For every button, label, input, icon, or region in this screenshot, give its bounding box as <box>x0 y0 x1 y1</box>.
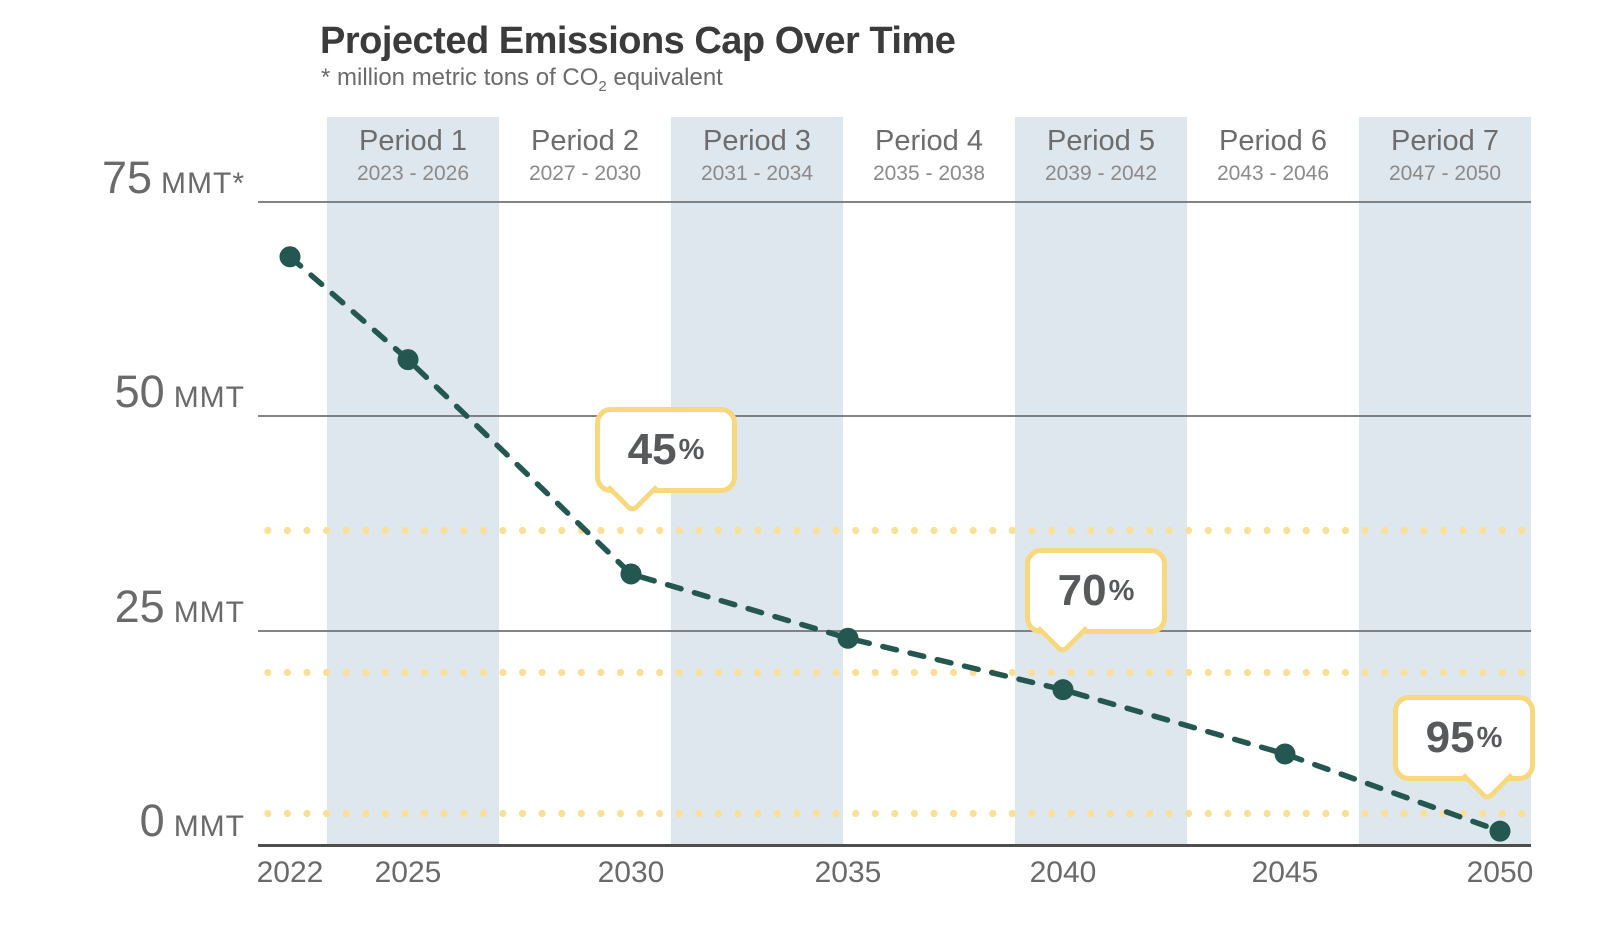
period-band-2: Period 2 2027 - 2030 <box>499 117 671 844</box>
x-axis-label-2045: 2045 <box>1251 856 1319 889</box>
period-label: Period 3 <box>702 125 811 157</box>
y-axis-label-0: 0 MMT <box>140 798 245 843</box>
x-axis-label-2040: 2040 <box>1029 856 1097 889</box>
y-tick-unit: MMT* <box>161 167 245 201</box>
chart-title: Projected Emissions Cap Over Time <box>320 20 956 62</box>
gridline-75 <box>258 201 1531 204</box>
period-label: Period 7 <box>1390 125 1499 157</box>
callout-percent-value: 45 <box>627 425 677 474</box>
subtitle-text: * million metric tons of CO <box>321 64 599 91</box>
chart-subtitle: * million metric tons of CO2 equivalent <box>321 64 723 95</box>
x-axis-label-2030: 2030 <box>597 856 665 889</box>
callout-percent-value: 95 <box>1425 713 1475 762</box>
period-label: Period 2 <box>530 125 639 157</box>
period-label: Period 5 <box>1046 125 1155 157</box>
callout-70pct: 70% <box>1025 548 1167 634</box>
period-years: 2039 - 2042 <box>1044 162 1158 185</box>
y-axis-label-50: 50 MMT <box>115 369 245 414</box>
period-years: 2027 - 2030 <box>528 162 642 185</box>
subtitle-text-tail: equivalent <box>606 64 723 91</box>
x-axis-label-2035: 2035 <box>814 856 882 889</box>
y-axis-label-25: 25 MMT <box>115 584 245 629</box>
period-years: 2035 - 2038 <box>872 162 986 185</box>
callout-45pct: 45% <box>595 407 737 493</box>
callout-percent-sign: % <box>678 433 705 466</box>
period-years: 2043 - 2046 <box>1216 162 1330 185</box>
y-tick-value: 25 <box>114 580 165 632</box>
y-tick-unit: MMT <box>173 595 245 629</box>
y-tick-value: 50 <box>114 366 165 418</box>
callout-percent-value: 70 <box>1057 566 1107 615</box>
period-label: Period 1 <box>358 125 467 157</box>
period-band-4: Period 4 2035 - 2038 <box>843 117 1015 844</box>
y-tick-unit: MMT <box>173 810 245 843</box>
callout-percent-sign: % <box>1108 574 1135 607</box>
y-tick-unit: MMT <box>173 381 245 415</box>
y-tick-value: 75 <box>101 152 153 204</box>
subtitle-subscript: 2 <box>598 77 607 95</box>
x-axis-label-2022: 2022 <box>256 856 324 889</box>
callout-95pct: 95% <box>1393 695 1535 781</box>
x-axis-line <box>258 844 1531 847</box>
period-label: Period 6 <box>1218 125 1327 157</box>
y-axis-label-75: 75 MMT* <box>102 155 245 200</box>
callout-percent-sign: % <box>1476 721 1503 754</box>
period-years: 2031 - 2034 <box>700 162 814 185</box>
x-axis-label-2050: 2050 <box>1466 856 1534 889</box>
period-label: Period 4 <box>874 125 983 157</box>
period-years: 2047 - 2050 <box>1388 162 1502 185</box>
period-years: 2023 - 2026 <box>356 162 470 185</box>
x-axis-label-2025: 2025 <box>374 856 442 889</box>
y-tick-value: 0 <box>139 795 165 846</box>
period-band-6: Period 6 2043 - 2046 <box>1187 117 1359 844</box>
